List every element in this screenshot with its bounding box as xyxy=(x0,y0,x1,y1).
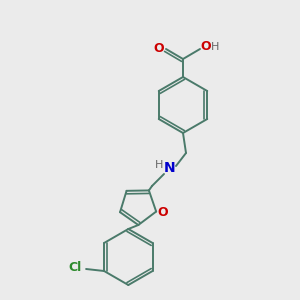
Text: O: O xyxy=(201,40,211,53)
Text: N: N xyxy=(164,161,176,175)
Text: O: O xyxy=(154,41,164,55)
Text: Cl: Cl xyxy=(68,262,82,275)
Text: O: O xyxy=(158,206,169,219)
Text: H: H xyxy=(211,42,219,52)
Text: H: H xyxy=(155,160,163,170)
